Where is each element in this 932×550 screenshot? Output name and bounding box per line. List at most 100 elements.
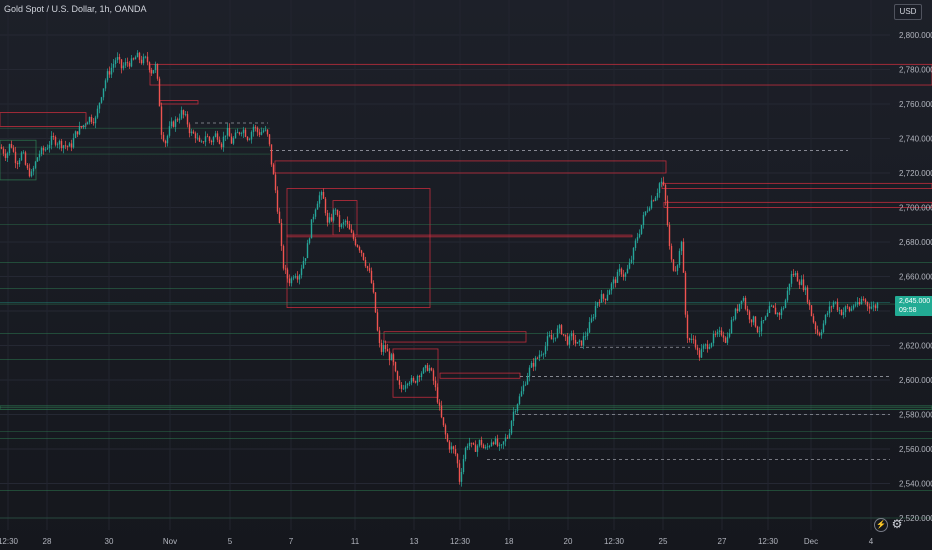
candle-body <box>722 335 725 338</box>
price-tick-label: 2,620.000 <box>899 342 932 351</box>
candle-body <box>298 275 301 280</box>
candle-body <box>94 117 97 124</box>
currency-button[interactable]: USD <box>894 4 922 20</box>
candle-body <box>678 250 681 266</box>
candle-body <box>724 337 727 343</box>
candle-body <box>656 192 659 198</box>
candle-body <box>554 337 557 339</box>
candle-body <box>454 449 457 455</box>
candle-body <box>528 367 531 377</box>
candle-body <box>68 143 71 147</box>
candle-body <box>384 345 387 349</box>
candle-body <box>868 306 871 309</box>
price-tick-label: 2,740.000 <box>899 135 932 144</box>
price-tick-label: 2,660.000 <box>899 273 932 282</box>
candle-body <box>768 306 771 313</box>
candle-body <box>816 329 819 334</box>
candle-body <box>548 335 551 337</box>
candle-body <box>608 290 611 295</box>
candle-body <box>408 382 411 384</box>
candle-body <box>260 131 263 135</box>
candle-body <box>504 437 507 442</box>
candle-body <box>290 278 293 284</box>
candle-body <box>74 131 77 138</box>
candle-body <box>26 164 29 169</box>
candle-body <box>522 385 525 392</box>
candle-body <box>630 259 633 263</box>
candle-body <box>104 80 107 89</box>
candle-body <box>800 279 803 285</box>
candle-body <box>850 308 853 311</box>
candle-body <box>842 312 845 315</box>
candle-body <box>374 292 377 313</box>
candle-body <box>344 220 347 223</box>
price-tick-label: 2,680.000 <box>899 238 932 247</box>
lightning-icon[interactable]: ⚡ <box>874 518 888 532</box>
candle-body <box>538 354 541 358</box>
candle-body <box>418 376 421 378</box>
candle-body <box>668 225 671 247</box>
time-tick-label: 18 <box>505 537 514 546</box>
candle-body <box>362 253 365 260</box>
candle-body <box>640 224 643 234</box>
candle-body <box>498 444 501 446</box>
candle-body <box>458 463 461 482</box>
zone-supply <box>0 112 87 127</box>
candle-body <box>236 132 239 134</box>
candle-body <box>14 151 17 164</box>
zone-supply <box>286 234 633 238</box>
candle-body <box>856 302 859 305</box>
candle-body <box>60 140 63 149</box>
candle-body <box>164 140 167 144</box>
candle-body <box>8 144 11 154</box>
candle-body <box>346 220 349 224</box>
time-axis[interactable]: 12:30 28 30 Nov 5 7 11 13 12:30 18 20 12:30 25 27 12:3… <box>0 537 874 546</box>
candle-body <box>218 139 221 144</box>
candle-body <box>448 441 451 450</box>
candle-body <box>568 336 571 345</box>
candle-body <box>120 59 123 69</box>
candle-body <box>760 321 763 332</box>
candle-body <box>562 334 565 335</box>
candle-body <box>288 278 291 284</box>
zone-supply <box>274 160 667 174</box>
candle-body <box>470 442 473 444</box>
candle-body <box>694 339 697 348</box>
price-axis[interactable]: 2,800.000 2,780.000 2,760.000 2,740.000 2,72… <box>899 31 932 523</box>
candle-body <box>232 138 235 144</box>
candle-body <box>424 365 427 369</box>
candle-body <box>584 336 587 337</box>
candle-body <box>340 224 343 227</box>
candle-body <box>510 420 513 434</box>
candle-body <box>324 198 327 213</box>
candle-body <box>698 350 701 358</box>
price-tick-label: 2,700.000 <box>899 204 932 213</box>
candle-body <box>792 274 795 276</box>
candle-body <box>518 396 521 405</box>
candle-body <box>272 164 275 175</box>
price-tick-label: 2,760.000 <box>899 100 932 109</box>
candle-body <box>224 135 227 137</box>
candle-body <box>642 215 645 225</box>
price-tick-label: 2,600.000 <box>899 376 932 385</box>
candle-body <box>670 246 673 260</box>
candle-body <box>264 129 267 131</box>
gear-icon[interactable]: ⚙ <box>891 517 903 531</box>
price-tick-label: 2,780.000 <box>899 66 932 75</box>
candle-body <box>576 342 579 344</box>
zone-supply <box>661 182 932 189</box>
candle-body <box>234 132 237 139</box>
candle-body <box>838 309 841 311</box>
candle-body <box>852 305 855 309</box>
candle-body <box>558 325 561 329</box>
zone-supply <box>392 348 439 398</box>
candle-body <box>684 272 687 315</box>
candle-body <box>520 391 523 397</box>
candle-body <box>616 271 619 283</box>
candle-body <box>708 346 711 349</box>
candle-body <box>118 57 121 60</box>
candle-body <box>572 333 575 340</box>
candle-body <box>474 444 477 452</box>
candle-body <box>6 153 9 158</box>
